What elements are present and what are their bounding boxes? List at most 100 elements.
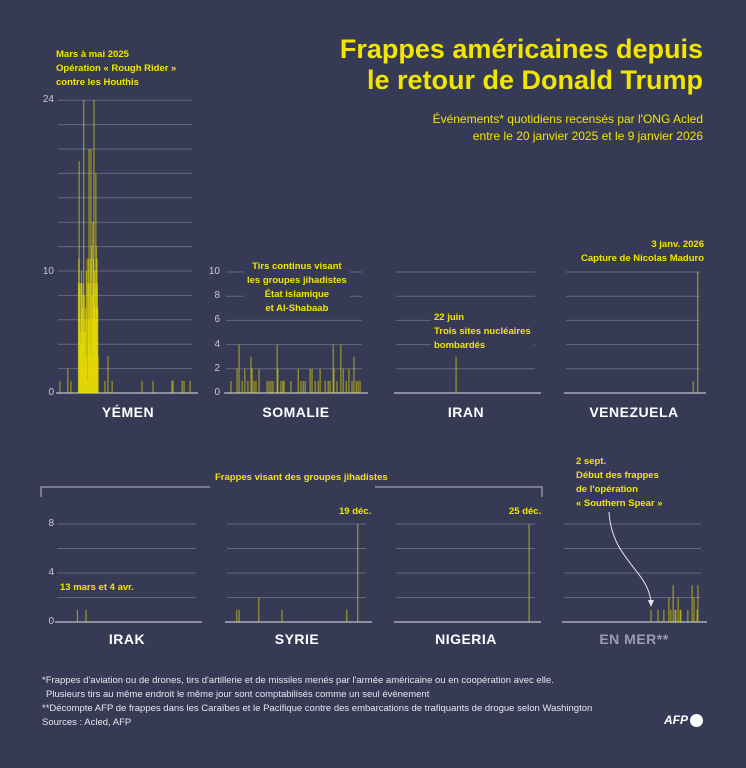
country-label-venezuela: VENEZUELA xyxy=(589,404,679,420)
sources: Sources : Acled, AFP xyxy=(42,717,132,728)
bar xyxy=(327,380,329,393)
bar xyxy=(677,597,679,622)
annotation-line: Tirs continus visant xyxy=(252,261,342,272)
bar xyxy=(238,344,240,393)
bar xyxy=(663,609,665,622)
bar xyxy=(86,258,88,393)
bar xyxy=(258,368,260,393)
yemen-tick-10: 10 xyxy=(42,266,54,277)
bar xyxy=(357,524,359,622)
bar xyxy=(297,368,299,393)
yemen-tick-0: 0 xyxy=(48,387,54,398)
bottom-tick-4: 4 xyxy=(48,567,54,578)
jihadist-bracket-label: Frappes visant des groupes jihadistes xyxy=(212,471,391,485)
iran-annotation: 22 juin Trois sites nucléaires bombardés xyxy=(431,311,534,353)
annotation-line: Mars à mai 2025 xyxy=(56,49,129,60)
bar xyxy=(332,344,334,393)
subtitle: Événements* quotidiens recensés par l'ON… xyxy=(433,111,703,145)
bar xyxy=(650,609,652,622)
nigeria-annotation: 25 déc. xyxy=(509,505,542,519)
country-label-syrie: SYRIE xyxy=(274,631,320,647)
bar xyxy=(317,380,319,393)
title-line-2: le retour de Donald Trump xyxy=(366,65,703,95)
bar xyxy=(277,368,279,393)
bar xyxy=(687,609,689,622)
afp-logo: AFP xyxy=(664,713,703,727)
bar xyxy=(670,609,672,622)
footnote-1b: Plusieurs tirs au même endroit le même j… xyxy=(46,689,430,700)
annotation-line: bombardés xyxy=(434,340,486,351)
bar xyxy=(76,609,79,622)
bar xyxy=(309,368,311,393)
bar xyxy=(258,597,260,622)
bar xyxy=(282,380,284,393)
somalie-tick-10: 10 xyxy=(208,266,220,277)
bar xyxy=(104,380,106,393)
bar xyxy=(668,597,670,622)
bar xyxy=(680,609,682,622)
bottom-tick-0: 0 xyxy=(48,616,54,627)
bar xyxy=(345,380,347,393)
title-line-1: Frappes américaines depuis xyxy=(339,34,703,64)
bar xyxy=(97,307,99,393)
page-title: Frappes américaines depuis le retour de … xyxy=(340,34,703,96)
en-mer-annotation: 2 sept. Début des frappes de l'opération… xyxy=(576,455,663,511)
yemen-annotation: Mars à mai 2025 Opération « Rough Rider … xyxy=(56,48,177,90)
bar xyxy=(172,380,174,393)
annotation-line: les groupes jihadistes xyxy=(247,275,347,286)
country-label-yemen: YÉMEN xyxy=(101,404,155,420)
bar xyxy=(679,609,681,622)
footnotes: *Frappes d'aviation ou de drones, tirs d… xyxy=(42,674,592,730)
bar xyxy=(181,380,183,393)
bar xyxy=(189,380,191,393)
bar xyxy=(348,368,350,393)
bar xyxy=(329,380,331,393)
bar xyxy=(691,585,693,622)
somalie-tick-2: 2 xyxy=(214,363,220,374)
somalie-tick-4: 4 xyxy=(214,339,220,350)
bar xyxy=(268,380,270,393)
jihadist-bracket xyxy=(40,486,543,497)
afp-logo-text: AFP xyxy=(664,713,688,727)
bar xyxy=(251,368,253,393)
bar xyxy=(250,356,252,393)
bar xyxy=(107,356,109,393)
footnote-1: *Frappes d'aviation ou de drones, tirs d… xyxy=(42,675,554,686)
bar xyxy=(324,380,326,393)
bar xyxy=(255,380,257,393)
country-label-irak: IRAK xyxy=(108,631,146,647)
bar xyxy=(359,380,361,393)
irak-annotation: 13 mars et 4 avr. xyxy=(60,581,134,595)
annotation-line: contre les Houthis xyxy=(56,77,139,88)
somalie-tick-0: 0 xyxy=(214,387,220,398)
annotation-line: 22 juin xyxy=(434,312,465,323)
annotation-line: 3 janv. 2026 xyxy=(651,239,704,250)
somalie-tick-8: 8 xyxy=(214,290,220,301)
bar xyxy=(236,609,238,622)
bar xyxy=(152,380,154,393)
bar xyxy=(692,380,694,393)
country-label-en-mer: EN MER** xyxy=(599,631,669,647)
bar xyxy=(270,380,272,393)
bar xyxy=(455,356,457,393)
bar xyxy=(697,272,699,393)
somalie-tick-6: 6 xyxy=(214,314,220,325)
bar xyxy=(280,380,282,393)
bar xyxy=(675,609,677,622)
annotation-line: de l'opération xyxy=(576,484,638,495)
somalie-annotation: Tirs continus visant les groupes jihadis… xyxy=(244,260,350,316)
bar xyxy=(300,380,302,393)
bar xyxy=(697,585,699,622)
bar xyxy=(111,380,113,393)
bar xyxy=(283,380,285,393)
bar xyxy=(80,283,82,393)
bar xyxy=(351,380,353,393)
bar xyxy=(290,380,292,393)
footnote-2: **Décompte AFP de frappes dans les Caraï… xyxy=(42,703,593,714)
southern-spear-arrow-icon xyxy=(608,511,652,603)
bar xyxy=(238,609,240,622)
bar xyxy=(59,380,61,393)
bar xyxy=(276,344,278,393)
venezuela-annotation: 3 janv. 2026 Capture de Nicolas Maduro xyxy=(581,238,704,266)
